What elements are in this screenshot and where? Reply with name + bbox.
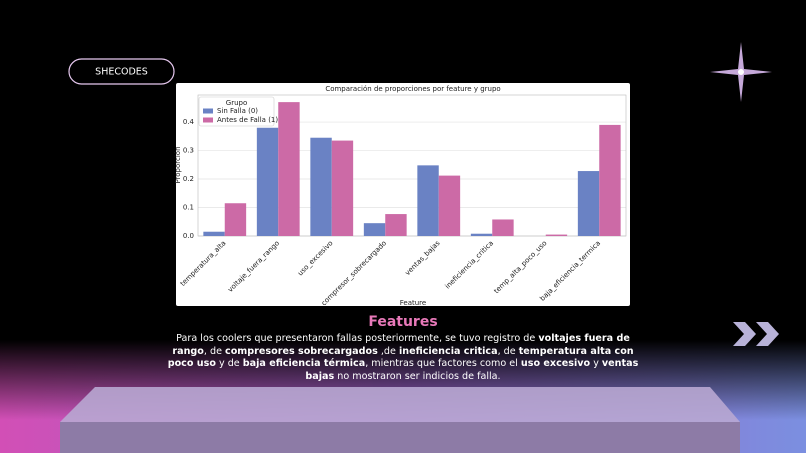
- bar: [203, 231, 225, 236]
- legend-swatch: [203, 108, 213, 114]
- platform-front: [60, 422, 740, 453]
- legend-box: [198, 96, 275, 127]
- legend-label: Sin Falla (0): [217, 107, 258, 115]
- bar: [385, 214, 407, 236]
- legend-swatch: [203, 117, 213, 123]
- legend-title: Grupo: [226, 99, 247, 107]
- y-tick-label: 0.2: [183, 175, 194, 183]
- legend-label: Antes de Falla (1): [217, 116, 278, 124]
- sparkle: [710, 42, 772, 102]
- bold-text: temperatura alta con poco uso: [167, 345, 634, 370]
- bold-text: compresores sobrecargados: [225, 345, 378, 357]
- y-axis-label: Proporción: [174, 146, 182, 183]
- y-tick-label: 0.1: [183, 204, 194, 212]
- bar: [577, 171, 600, 236]
- chart-title: Comparación de proporciones por feature …: [325, 85, 500, 93]
- text: y: [590, 358, 602, 369]
- brand-pill: [68, 58, 175, 85]
- y-tick-label: 0.4: [183, 118, 195, 126]
- paragraph: Para los coolers que presentaron fallas …: [160, 333, 646, 383]
- plot-frame: [197, 94, 627, 237]
- bar: [599, 124, 621, 236]
- bar: [224, 203, 247, 236]
- text: no mostraron ser indicios de falla.: [334, 370, 501, 382]
- text: y de: [215, 358, 243, 369]
- text: Para los coolers que presentaron fallas …: [176, 333, 539, 344]
- heading: Features: [368, 314, 437, 330]
- text: , de: [203, 345, 226, 357]
- bold-text: voltajes fuera de rango: [172, 333, 630, 357]
- text: , de: [497, 345, 519, 357]
- bar: [492, 219, 514, 236]
- platform-top: [60, 387, 740, 422]
- bar: [331, 140, 354, 236]
- bold-text: ventas bajas: [305, 358, 639, 382]
- brand: SHECODES: [95, 67, 148, 78]
- bold-text: baja eficiencia térmica: [242, 358, 366, 369]
- bar: [417, 165, 439, 236]
- text: , mientras que factores como el: [365, 358, 521, 369]
- bold-text: ineficiencia critica: [398, 345, 498, 357]
- x-axis-label: Feature: [400, 299, 426, 307]
- bar: [256, 127, 279, 236]
- bar: [278, 102, 300, 236]
- next-arrows: [733, 322, 779, 346]
- bar: [438, 175, 461, 236]
- y-tick-label: 0.0: [183, 232, 194, 240]
- bar: [545, 234, 568, 236]
- bar: [470, 233, 493, 236]
- bar: [310, 137, 332, 236]
- text: ,de: [377, 345, 399, 357]
- bold-text: uso excesivo: [520, 358, 591, 369]
- y-tick-label: 0.3: [183, 147, 194, 155]
- bar: [363, 223, 386, 236]
